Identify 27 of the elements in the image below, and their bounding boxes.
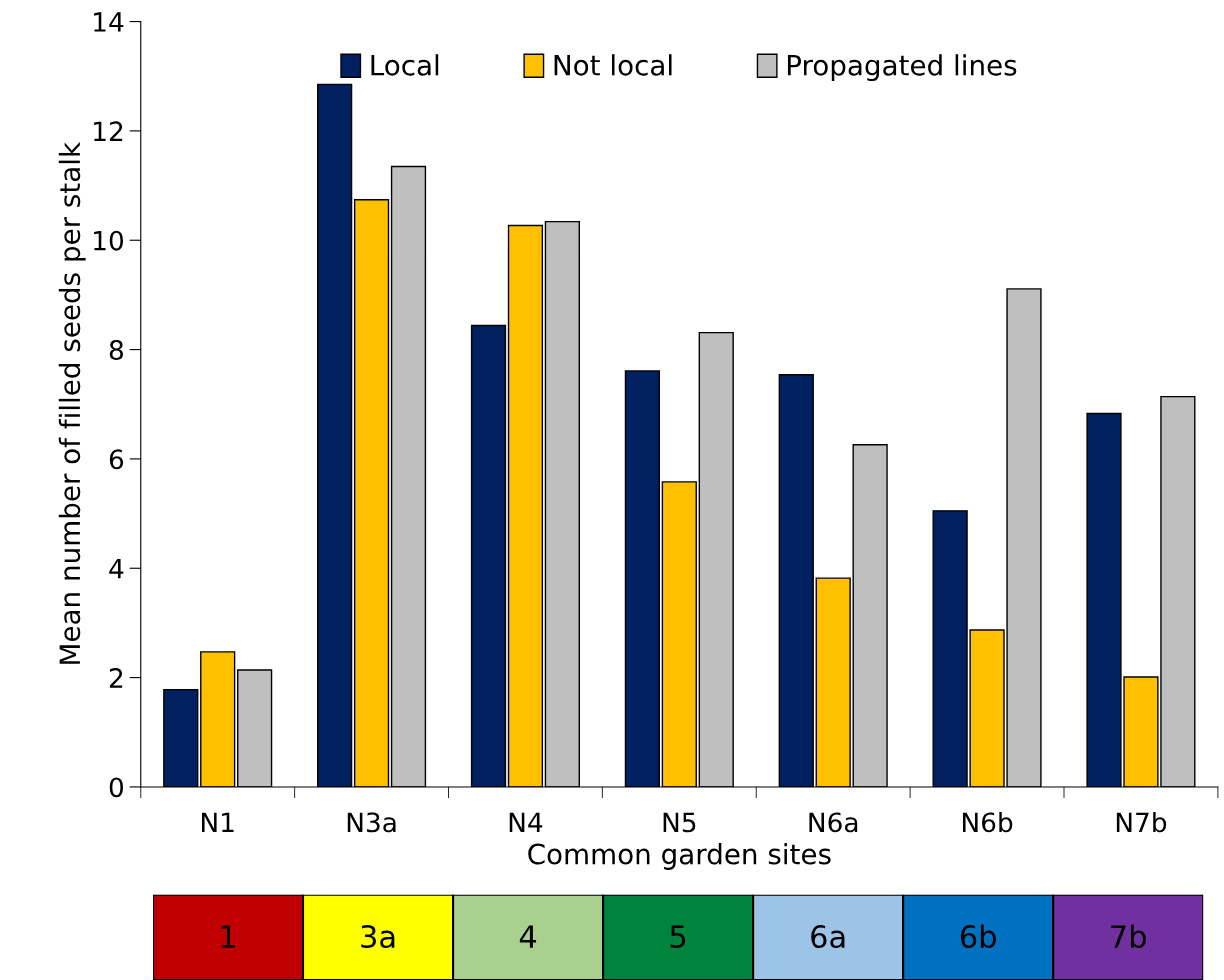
y-tick-label: 14 xyxy=(94,12,124,32)
x-tick-label: N6a xyxy=(809,812,858,833)
x-tick-label: N4 xyxy=(509,812,543,832)
y-tick-label: 0 xyxy=(109,777,124,798)
y-tick-label: 10 xyxy=(94,230,124,251)
x-tick-label: N5 xyxy=(663,812,696,833)
legend-label: Not local xyxy=(554,54,672,76)
y-tick-label: 2 xyxy=(109,668,123,688)
x-tick-label: 4 xyxy=(519,925,537,948)
legend-label: Propagated lines xyxy=(787,54,1017,82)
x-axis-title: Common garden sites xyxy=(528,843,831,870)
x-tick-label: N6b xyxy=(963,811,1013,833)
x-tick-label: 6a xyxy=(811,924,845,949)
x-tick-label: N3a xyxy=(347,812,396,833)
y-tick-label: 12 xyxy=(94,121,123,141)
legend-label: Local xyxy=(371,54,439,76)
x-tick-label: N7b xyxy=(1116,811,1167,833)
x-tick-label: 7b xyxy=(1111,924,1146,949)
x-tick-label: 6b xyxy=(960,924,996,949)
x-tick-label: 1 xyxy=(221,925,235,948)
y-tick-label: 4 xyxy=(109,559,124,579)
y-tick-label: 8 xyxy=(109,340,123,360)
y-tick-label: 6 xyxy=(109,449,124,470)
x-tick-label: 5 xyxy=(670,925,686,949)
x-tick-label: N1 xyxy=(202,812,234,832)
x-tick-label: 3a xyxy=(361,924,395,949)
y-axis-title: Mean number of filled seeds per stalk xyxy=(58,142,86,664)
